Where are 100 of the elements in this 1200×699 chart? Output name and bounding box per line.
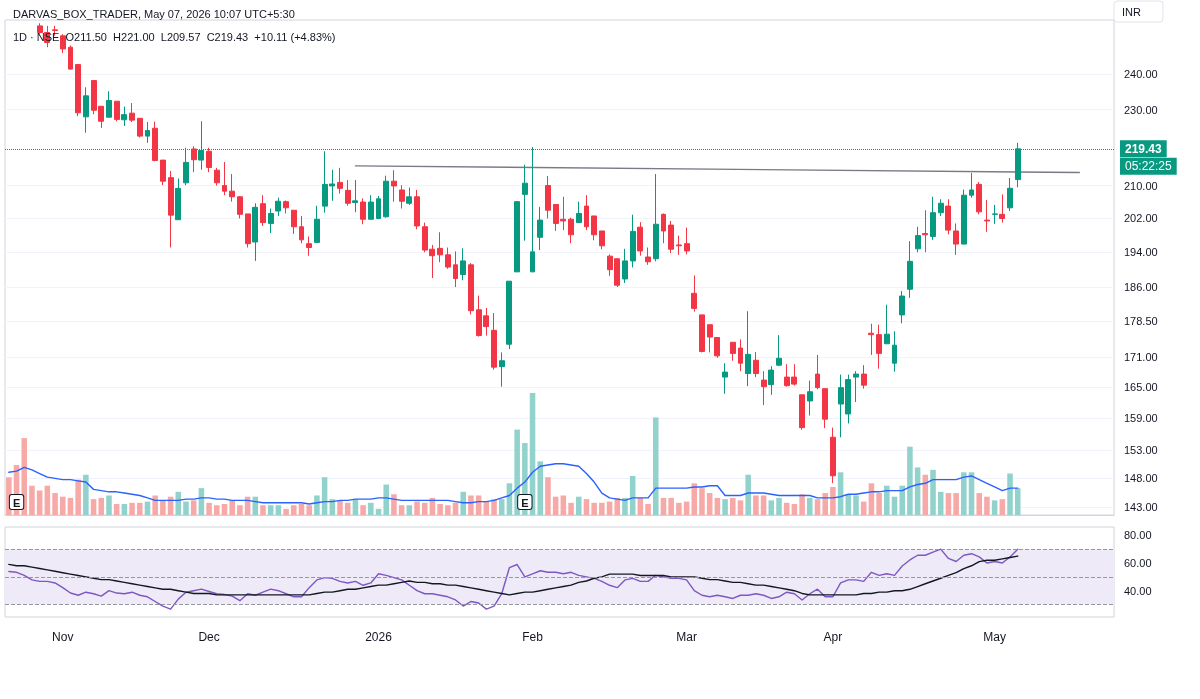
bar: [822, 493, 828, 515]
bar: [229, 500, 235, 515]
y-tick-label: 153.00: [1124, 444, 1158, 457]
candlestick: [892, 330, 897, 373]
x-tick-label: Nov: [52, 630, 74, 644]
candlestick: [129, 102, 135, 123]
bar: [306, 505, 312, 515]
y-tick-label: 210.00: [1124, 179, 1158, 192]
y-tick-label: 148.00: [1124, 472, 1158, 485]
bar: [275, 505, 282, 515]
bar: [760, 495, 767, 515]
bar: [137, 502, 143, 515]
bar: [190, 500, 197, 515]
bar: [1014, 488, 1021, 515]
candlestick: [922, 209, 928, 253]
bar: [853, 495, 859, 515]
candlestick: [684, 227, 690, 255]
candlestick: [576, 201, 582, 224]
candlestick: [807, 380, 813, 416]
bar: [52, 493, 58, 515]
bar: [645, 504, 651, 515]
candlestick: [406, 187, 412, 206]
chart-title: DARVAS_BOX_TRADER, May 07, 2026 10:07 UTC+5:30: [13, 7, 295, 20]
bar: [699, 488, 705, 515]
candlestick: [907, 240, 913, 299]
line-series: [8, 548, 1019, 610]
bar: [668, 497, 674, 515]
bar: [221, 504, 228, 515]
y-axis-title: INR: [1122, 5, 1141, 18]
bar: [876, 493, 882, 515]
bar: [152, 495, 158, 515]
candlestick: [522, 164, 528, 242]
candlestick: [938, 198, 944, 217]
candlestick: [622, 248, 628, 284]
candlestick: [137, 117, 143, 139]
bar: [768, 500, 775, 515]
bar: [59, 496, 66, 515]
candlestick: [314, 205, 320, 243]
bar: [368, 502, 374, 515]
bar: [999, 499, 1006, 515]
candlestick: [175, 177, 181, 221]
candlestick: [237, 195, 243, 219]
annotation: E: [521, 496, 529, 509]
candlestick: [291, 209, 297, 235]
candlestick: [160, 159, 166, 186]
bar: [106, 495, 112, 515]
y-tick-label: 80.00: [1124, 529, 1152, 542]
bar: [121, 504, 128, 515]
candlestick: [299, 215, 304, 244]
candlestick: [499, 351, 505, 388]
candlestick: [761, 370, 767, 406]
candlestick: [676, 235, 682, 256]
candlestick: [460, 247, 466, 281]
bar: [884, 485, 890, 515]
bar: [337, 500, 343, 515]
candlestick: [1007, 177, 1013, 212]
bar: [260, 505, 266, 515]
bar: [491, 499, 497, 515]
bar: [283, 508, 289, 515]
y-tick-label: 194.00: [1124, 245, 1158, 258]
candlestick: [368, 194, 374, 220]
candlestick: [114, 100, 120, 122]
bar: [583, 499, 590, 515]
bar: [75, 479, 81, 515]
bar: [214, 505, 220, 515]
bar: [383, 484, 389, 515]
bar: [568, 502, 574, 515]
candlestick: [915, 226, 921, 253]
y-tick-label: 159.00: [1124, 412, 1158, 425]
bar: [498, 499, 505, 515]
bar: [398, 505, 405, 515]
bar: [113, 504, 120, 515]
candlestick: [214, 167, 220, 187]
y-tick-label: 143.00: [1124, 500, 1158, 513]
y-tick-label: 202.00: [1124, 212, 1158, 225]
bar: [737, 500, 744, 515]
bar: [961, 472, 967, 515]
candlestick: [337, 167, 343, 195]
y-tick-label: 40.00: [1124, 584, 1152, 597]
candlestick: [984, 199, 990, 233]
text: 05:22:25: [1125, 158, 1173, 173]
candlestick: [591, 215, 597, 241]
candlestick: [491, 312, 497, 371]
candlestick: [899, 290, 905, 324]
candlestick: [599, 230, 605, 250]
bar: [730, 497, 736, 515]
bar: [29, 485, 35, 515]
candlestick: [222, 161, 227, 196]
candlestick: [268, 208, 274, 234]
candlestick: [868, 323, 874, 356]
candlestick: [815, 354, 820, 390]
candlestick: [584, 194, 589, 231]
candlestick: [245, 213, 251, 249]
candlestick: [691, 274, 697, 313]
bar: [560, 495, 567, 515]
bar: [537, 461, 544, 515]
candlestick: [306, 235, 312, 257]
candlestick: [68, 45, 73, 71]
candlestick: [653, 173, 659, 262]
bar: [445, 505, 451, 515]
